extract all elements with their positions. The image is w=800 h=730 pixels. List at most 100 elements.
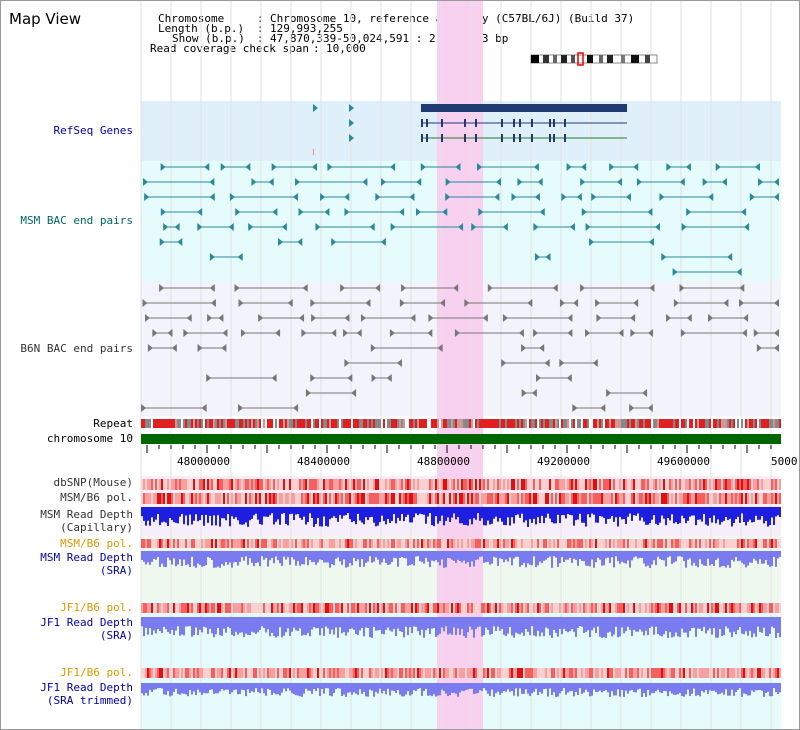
depth-bar: [555, 507, 557, 524]
depth-bar: [171, 507, 173, 521]
depth-bar: [457, 551, 459, 560]
depth-bar: [273, 683, 275, 693]
depth-bar: [747, 507, 749, 522]
depth-bar: [163, 507, 165, 522]
snp-density-cell: [657, 479, 659, 490]
depth-bar: [557, 551, 559, 567]
bac-end: [240, 329, 246, 337]
depth-bar: [435, 551, 437, 561]
snp-density-cell: [417, 668, 419, 678]
snp-density-cell: [693, 668, 695, 678]
depth-bar: [157, 683, 159, 689]
depth-bar: [393, 507, 395, 515]
snp-density-cell: [573, 479, 575, 490]
snp-density-cell: [759, 539, 761, 548]
depth-bar: [437, 683, 439, 696]
depth-bar: [523, 507, 525, 523]
snp-density-cell: [239, 479, 241, 490]
snp-density-cell: [629, 603, 631, 613]
repeat-segment: [429, 419, 431, 428]
bac-end: [585, 223, 591, 231]
chromosome-bar: [141, 434, 781, 444]
snp-density-cell: [441, 603, 443, 613]
snp-density-cell: [467, 479, 469, 490]
repeat-segment: [723, 419, 725, 428]
snp-density-cell: [649, 603, 651, 613]
depth-bar: [775, 683, 777, 693]
depth-bar: [499, 617, 501, 631]
snp-density-cell: [295, 668, 297, 678]
depth-bar: [229, 507, 231, 527]
snp-density-cell: [651, 668, 653, 678]
depth-bar: [375, 507, 377, 527]
depth-bar: [633, 551, 635, 558]
repeat-segment: [477, 419, 479, 428]
snp-density-cell: [743, 479, 745, 490]
bac-end: [630, 314, 636, 322]
snp-density-cell: [259, 493, 261, 504]
depth-bar: [237, 617, 239, 635]
snp-density-cell: [531, 668, 533, 678]
depth-bar: [491, 551, 493, 564]
gene-exon: [421, 119, 423, 127]
snp-density-cell: [765, 668, 767, 678]
snp-density-cell: [145, 539, 147, 548]
snp-density-cell: [255, 539, 257, 548]
snp-density-cell: [217, 539, 219, 548]
bac-end: [572, 404, 578, 412]
depth-bar: [185, 683, 187, 695]
length-value: 129,993,255: [270, 22, 343, 35]
snp-density-cell: [407, 603, 409, 613]
depth-bar: [301, 617, 303, 636]
depth-bar: [617, 617, 619, 638]
snp-density-cell: [269, 668, 271, 678]
snp-density-cell: [637, 493, 639, 504]
depth-bar: [675, 551, 677, 562]
snp-density-cell: [403, 493, 405, 504]
snp-density-cell: [227, 493, 229, 504]
depth-bar: [467, 617, 469, 633]
snp-density-cell: [679, 668, 681, 678]
bac-end: [753, 329, 759, 337]
bac-end: [527, 299, 533, 307]
gene-exon: [464, 134, 466, 142]
depth-bar: [301, 551, 303, 565]
snp-density-cell: [617, 668, 619, 678]
snp-density-cell: [729, 493, 731, 504]
repeat-segment: [557, 419, 559, 428]
snp-density-cell: [531, 539, 533, 548]
snp-density-cell: [409, 479, 411, 490]
snp-density-cell: [579, 603, 581, 613]
depth-bar: [439, 507, 441, 522]
depth-bar: [465, 507, 467, 525]
snp-density-cell: [499, 668, 501, 678]
snp-density-cell: [637, 539, 639, 548]
snp-density-cell: [689, 479, 691, 490]
depth-bar: [383, 617, 385, 635]
repeat-segment: [469, 419, 471, 428]
depth-bar: [295, 683, 297, 696]
depth-bar: [315, 507, 317, 525]
depth-bar: [193, 617, 195, 636]
depth-bar: [383, 683, 385, 691]
snp-density-cell: [541, 603, 543, 613]
depth-bar: [445, 617, 447, 627]
depth-bar: [175, 683, 177, 689]
snp-density-cell: [671, 493, 673, 504]
snp-density-cell: [517, 479, 519, 490]
depth-bar: [285, 683, 287, 692]
snp-density-cell: [561, 539, 563, 548]
depth-bar: [317, 507, 319, 519]
depth-bar: [205, 551, 207, 566]
depth-bar: [679, 551, 681, 557]
msm-depth-sra-sub: (SRA): [99, 564, 133, 577]
bac-end: [686, 314, 692, 322]
repeat-segment: [455, 419, 457, 428]
snp-density-cell: [219, 539, 221, 548]
snp-density-cell: [567, 668, 569, 678]
depth-bar: [757, 507, 759, 520]
depth-bar: [303, 551, 305, 565]
snp-density-cell: [199, 539, 201, 548]
snp-density-cell: [297, 479, 299, 490]
